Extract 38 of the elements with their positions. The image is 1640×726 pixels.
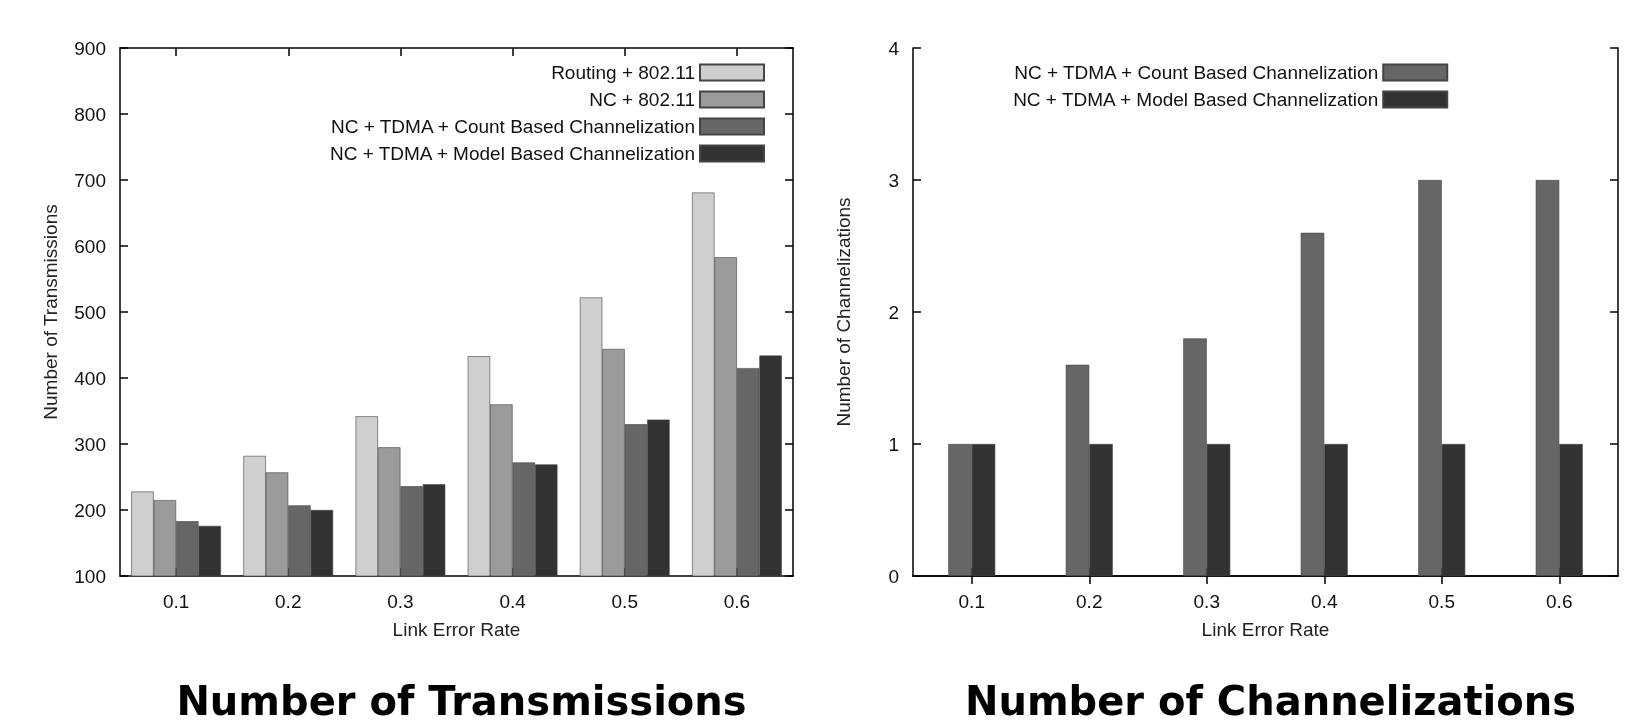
text: Number of Transmissions bbox=[176, 678, 747, 724]
y-tick-label: 4 bbox=[888, 37, 900, 59]
legend-label: NC + TDMA + Model Based Channelization bbox=[1013, 89, 1379, 110]
y-tick-label: 600 bbox=[74, 235, 106, 257]
x-tick-label: 0.3 bbox=[1193, 591, 1220, 612]
y-axis-title: Number of Channelizations bbox=[833, 197, 854, 427]
x-tick-label: 0.3 bbox=[387, 591, 414, 612]
x-tick-label: 0.1 bbox=[162, 591, 190, 612]
y-tick-label: 400 bbox=[74, 367, 106, 389]
x-tick-label: 0.4 bbox=[1311, 591, 1338, 612]
legend-label: NC + TDMA + Count Based Channelization bbox=[330, 116, 695, 137]
y-tick-label: 2 bbox=[888, 301, 899, 323]
x-tick-label: 0.5 bbox=[1428, 591, 1455, 612]
legend-label: NC + TDMA + Model Based Channelization bbox=[329, 143, 695, 164]
y-tick-label: 800 bbox=[74, 103, 106, 125]
y-tick-label: 200 bbox=[74, 499, 106, 521]
y-tick-label: 1 bbox=[888, 433, 899, 455]
y-tick-label: 500 bbox=[74, 301, 106, 323]
legend-label: NC + TDMA + Count Based Channelization bbox=[1014, 62, 1379, 83]
y-tick-label: 3 bbox=[888, 169, 899, 191]
x-tick-label: 0.5 bbox=[611, 591, 638, 612]
x-tick-label: 0.6 bbox=[723, 591, 751, 612]
y-tick-label: 0 bbox=[888, 565, 899, 587]
x-tick-label: 0.2 bbox=[275, 591, 302, 612]
x-axis-title: Link Error Rate bbox=[392, 619, 521, 640]
y-tick-label: 900 bbox=[74, 37, 106, 59]
legend-label: Routing + 802.11 bbox=[551, 62, 695, 83]
x-tick-label: 0.1 bbox=[958, 591, 985, 612]
legend-label: NC + 802.11 bbox=[589, 89, 695, 110]
x-tick-label: 0.6 bbox=[1546, 591, 1573, 612]
y-tick-label: 700 bbox=[74, 169, 106, 191]
y-tick-label: 300 bbox=[74, 433, 106, 455]
text: Number of Channelizations bbox=[964, 678, 1577, 724]
x-tick-label: 0.2 bbox=[1076, 591, 1103, 612]
x-axis-title: Link Error Rate bbox=[1201, 619, 1330, 640]
y-axis-title: Number of Transmissions bbox=[40, 204, 61, 420]
x-tick-label: 0.4 bbox=[499, 591, 527, 612]
y-tick-label: 100 bbox=[74, 565, 106, 587]
